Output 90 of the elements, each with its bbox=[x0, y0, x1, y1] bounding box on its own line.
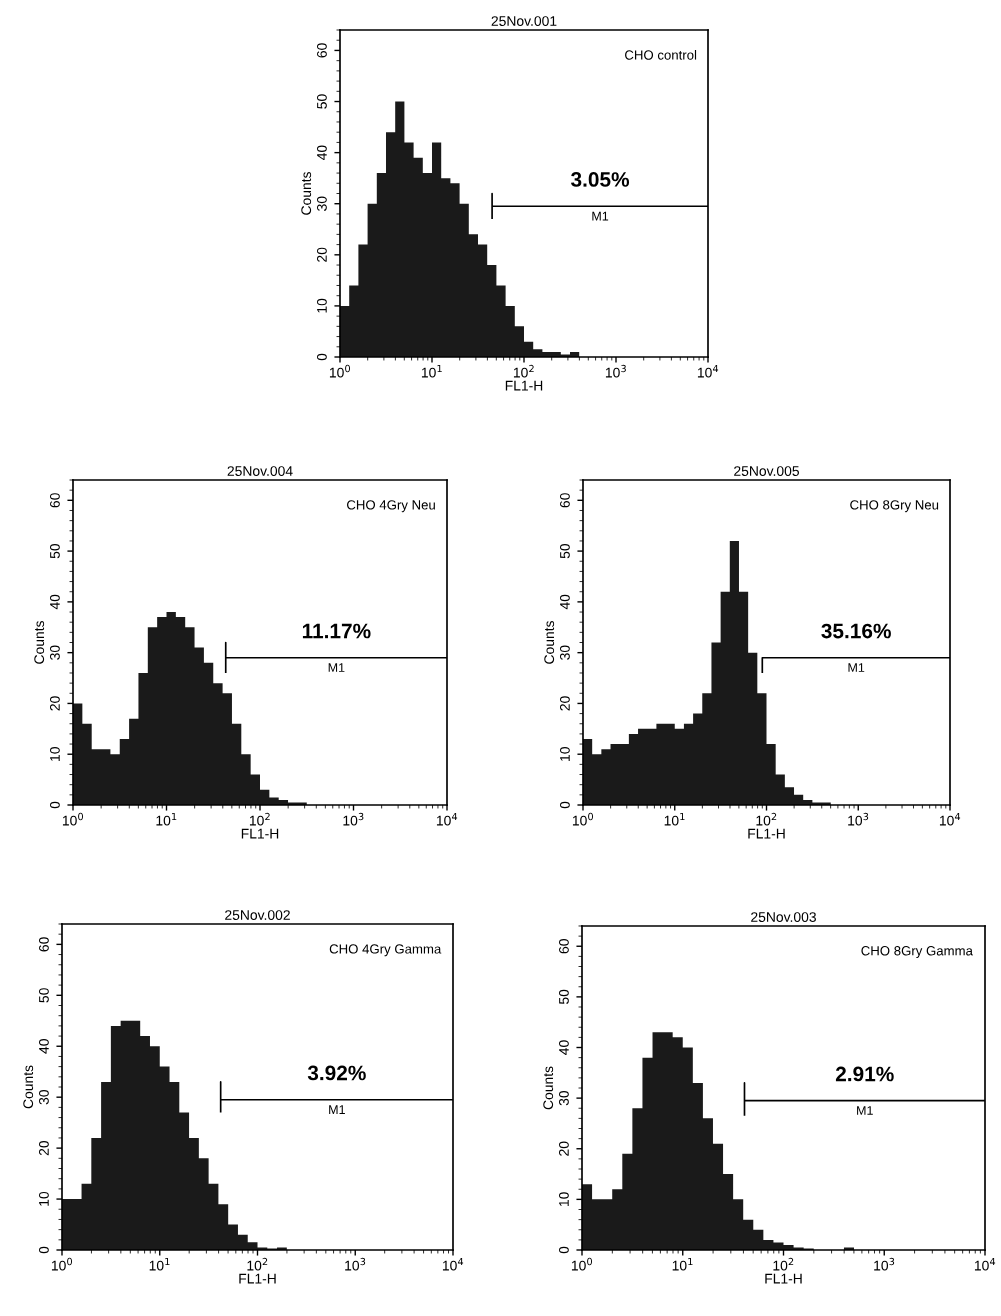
y-tick-label: 20 bbox=[39, 1140, 49, 1156]
chart-title: 25Nov.003 bbox=[751, 912, 816, 922]
chart-title: 25Nov.002 bbox=[225, 910, 290, 920]
x-tick-label: 10$^{0}$ bbox=[329, 364, 351, 378]
x-tick-label: 10$^{4}$ bbox=[436, 812, 458, 826]
y-tick-label: 50 bbox=[50, 543, 60, 559]
y-tick-label: 10 bbox=[39, 1191, 49, 1206]
y-axis-title: Counts bbox=[543, 1066, 554, 1110]
y-tick-label: 60 bbox=[559, 939, 569, 954]
y-tick-label: 30 bbox=[50, 645, 60, 660]
annotation: 2.91% bbox=[835, 1066, 894, 1082]
annotation: M1 bbox=[857, 1106, 873, 1115]
x-tick-label: 10$^{3}$ bbox=[343, 812, 364, 826]
y-tick-label: 50 bbox=[317, 94, 327, 109]
x-tick-label: 10$^{0}$ bbox=[571, 1257, 593, 1271]
y-tick-label: 40 bbox=[50, 594, 60, 610]
y-tick-label: 0 bbox=[560, 801, 570, 809]
y-tick-label: 20 bbox=[317, 247, 327, 262]
y-axis-title: Counts bbox=[34, 621, 45, 664]
annotation: CHO 4Gry Gamma bbox=[329, 944, 442, 957]
x-tick-label: 10$^{4}$ bbox=[442, 1257, 464, 1271]
y-tick-label: 0 bbox=[317, 353, 327, 361]
x-tick-label: 10$^{3}$ bbox=[345, 1257, 366, 1271]
y-tick-label: 50 bbox=[39, 988, 49, 1003]
x-tick-label: 10$^{0}$ bbox=[572, 812, 594, 826]
annotation: CHO 8Gry Gamma bbox=[861, 946, 973, 959]
chart-title: 25Nov.005 bbox=[734, 466, 799, 476]
annotation: M1 bbox=[328, 663, 345, 672]
annotation: M1 bbox=[848, 663, 865, 672]
y-tick-label: 30 bbox=[317, 196, 327, 211]
x-tick-label: 10$^{3}$ bbox=[848, 812, 869, 826]
y-tick-label: 10 bbox=[560, 747, 570, 761]
annotation: CHO 4Gry Neu bbox=[347, 500, 435, 513]
x-tick-label: 10$^{2}$ bbox=[756, 812, 777, 826]
y-axis-title: Counts bbox=[23, 1065, 34, 1109]
y-tick-label: 50 bbox=[559, 989, 569, 1005]
annotation: CHO control bbox=[625, 50, 697, 60]
y-axis-title: Counts bbox=[544, 621, 555, 664]
x-axis-title: FL1-H bbox=[239, 1273, 276, 1284]
x-axis-title: FL1-H bbox=[765, 1273, 802, 1284]
annotation: 3.92% bbox=[307, 1065, 366, 1081]
annotation: 3.05% bbox=[570, 172, 630, 187]
y-tick-label: 40 bbox=[560, 594, 570, 610]
y-tick-label: 0 bbox=[39, 1246, 49, 1254]
x-tick-label: 10$^{4}$ bbox=[697, 364, 719, 378]
x-axis-title: FL1-H bbox=[748, 828, 785, 839]
x-tick-label: 10$^{3}$ bbox=[874, 1257, 895, 1271]
x-tick-label: 10$^{0}$ bbox=[51, 1257, 73, 1271]
x-tick-label: 10$^{2}$ bbox=[513, 364, 534, 378]
y-tick-label: 0 bbox=[559, 1246, 569, 1254]
x-tick-label: 10$^{1}$ bbox=[149, 1257, 170, 1271]
x-tick-label: 10$^{1}$ bbox=[156, 812, 177, 826]
annotation: M1 bbox=[592, 211, 609, 221]
x-tick-label: 10$^{4}$ bbox=[974, 1257, 996, 1271]
y-tick-label: 30 bbox=[560, 645, 570, 660]
y-tick-label: 20 bbox=[50, 696, 60, 711]
x-axis-title: FL1-H bbox=[505, 380, 543, 391]
annotation: 35.16% bbox=[821, 623, 891, 639]
y-tick-label: 10 bbox=[50, 747, 60, 761]
y-tick-label: 20 bbox=[559, 1141, 569, 1156]
y-tick-label: 60 bbox=[50, 493, 60, 508]
x-axis-title: FL1-H bbox=[241, 828, 279, 839]
annotation: CHO 8Gry Neu bbox=[850, 500, 939, 513]
y-tick-label: 10 bbox=[559, 1192, 569, 1207]
y-tick-label: 60 bbox=[39, 937, 49, 952]
y-tick-label: 40 bbox=[559, 1040, 569, 1055]
y-tick-label: 60 bbox=[560, 493, 570, 508]
y-tick-label: 40 bbox=[317, 145, 327, 161]
x-tick-label: 10$^{1}$ bbox=[664, 812, 685, 826]
x-tick-label: 10$^{3}$ bbox=[605, 364, 626, 378]
x-tick-label: 10$^{2}$ bbox=[773, 1257, 794, 1271]
chart-title: 25Nov.001 bbox=[491, 16, 557, 26]
x-tick-label: 10$^{2}$ bbox=[247, 1257, 268, 1271]
y-tick-label: 30 bbox=[39, 1090, 49, 1105]
annotation: M1 bbox=[329, 1105, 345, 1114]
y-tick-label: 50 bbox=[560, 543, 570, 559]
y-tick-label: 30 bbox=[559, 1090, 569, 1106]
y-tick-label: 10 bbox=[317, 298, 327, 313]
x-tick-label: 10$^{4}$ bbox=[939, 812, 961, 826]
x-tick-label: 10$^{1}$ bbox=[421, 364, 442, 378]
x-tick-label: 10$^{1}$ bbox=[672, 1257, 693, 1271]
y-axis-title: Counts bbox=[301, 172, 312, 215]
x-tick-label: 10$^{0}$ bbox=[62, 812, 84, 826]
annotation: 11.17% bbox=[302, 623, 371, 639]
y-tick-label: 60 bbox=[317, 43, 327, 58]
y-tick-label: 0 bbox=[50, 801, 60, 809]
y-tick-label: 20 bbox=[560, 696, 570, 711]
x-tick-label: 10$^{2}$ bbox=[249, 812, 270, 826]
y-tick-label: 40 bbox=[39, 1039, 49, 1054]
chart-title: 25Nov.004 bbox=[227, 466, 293, 476]
